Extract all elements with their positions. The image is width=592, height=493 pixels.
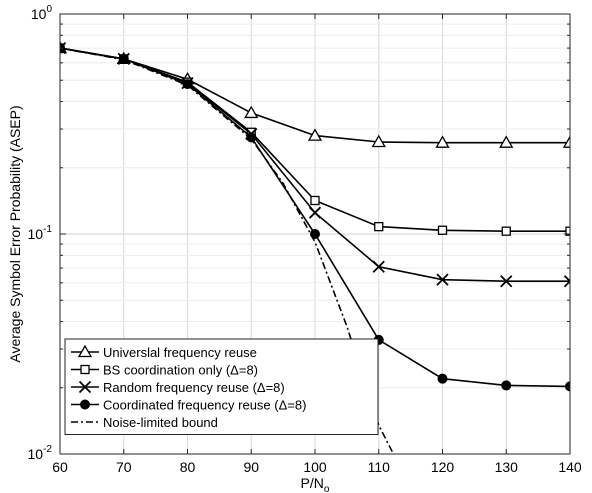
legend-label: Random frequency reuse (Δ=8) bbox=[103, 380, 285, 395]
triangle-marker bbox=[77, 344, 93, 358]
triangle-marker bbox=[307, 128, 323, 141]
x-axis-label: P/No bbox=[301, 475, 330, 493]
x-marker bbox=[436, 273, 449, 286]
legend-label: Coordinated frequency reuse (Δ=8) bbox=[103, 398, 306, 413]
legend: Universlal frequency reuse BS coordinatio… bbox=[64, 338, 379, 435]
legend-label: Universlal frequency reuse bbox=[103, 345, 257, 360]
x-tick-label: 140 bbox=[558, 459, 582, 475]
legend-label: Noise-limited bound bbox=[103, 415, 218, 430]
x-axis-label-main: P/N bbox=[301, 475, 324, 491]
triangle-marker bbox=[435, 135, 450, 148]
x-tick-label: 130 bbox=[495, 459, 519, 475]
triangle-marker bbox=[562, 135, 570, 148]
y-tick-label: 10-1 bbox=[28, 224, 53, 242]
square-marker bbox=[310, 195, 320, 206]
x-tick-label: 90 bbox=[243, 459, 259, 475]
x-tick-label: 120 bbox=[431, 459, 455, 475]
circle-marker bbox=[80, 399, 90, 410]
legend-label: BS coordination only (Δ=8) bbox=[103, 363, 258, 378]
square-marker bbox=[80, 364, 90, 375]
circle-marker bbox=[565, 381, 570, 392]
y-tick-base: 10 bbox=[31, 6, 47, 22]
circle-marker bbox=[246, 132, 257, 143]
x-marker bbox=[500, 275, 513, 288]
y-tick-exponent: 0 bbox=[46, 4, 52, 15]
x-marker bbox=[60, 41, 67, 55]
circle-marker bbox=[437, 373, 448, 384]
x-marker bbox=[563, 275, 570, 288]
triangle-marker bbox=[499, 135, 514, 148]
y-tick-exponent: -2 bbox=[43, 444, 52, 455]
x-axis-label-sub: o bbox=[324, 484, 330, 493]
y-tick-base: 10 bbox=[28, 226, 44, 242]
triangle-marker bbox=[371, 134, 386, 148]
legend-box bbox=[64, 338, 379, 435]
y-tick-exponent: -1 bbox=[43, 224, 52, 235]
circle-marker bbox=[501, 380, 512, 391]
square-marker bbox=[501, 226, 511, 236]
y-axis-label: Average Symbol Error Probability (ASEP) bbox=[7, 105, 23, 362]
x-marker bbox=[78, 380, 92, 394]
x-tick-label: 70 bbox=[116, 459, 132, 475]
x-tick-label: 100 bbox=[303, 459, 327, 475]
x-tick-label: 60 bbox=[52, 459, 68, 475]
square-marker bbox=[437, 225, 448, 235]
x-tick-label: 110 bbox=[368, 459, 391, 475]
x-marker bbox=[308, 206, 322, 219]
square-marker bbox=[565, 226, 570, 236]
y-tick-label: 10-2 bbox=[28, 444, 53, 462]
y-tick-label: 100 bbox=[31, 4, 53, 22]
axis-ticks bbox=[59, 13, 571, 455]
x-tick-label: 80 bbox=[180, 459, 196, 475]
triangle-marker bbox=[244, 105, 259, 119]
x-tick-labels: 60 70 80 90 100 110 120 130 140 bbox=[52, 459, 582, 475]
y-tick-base: 10 bbox=[28, 446, 44, 462]
x-marker bbox=[372, 260, 385, 273]
square-marker bbox=[374, 221, 384, 232]
